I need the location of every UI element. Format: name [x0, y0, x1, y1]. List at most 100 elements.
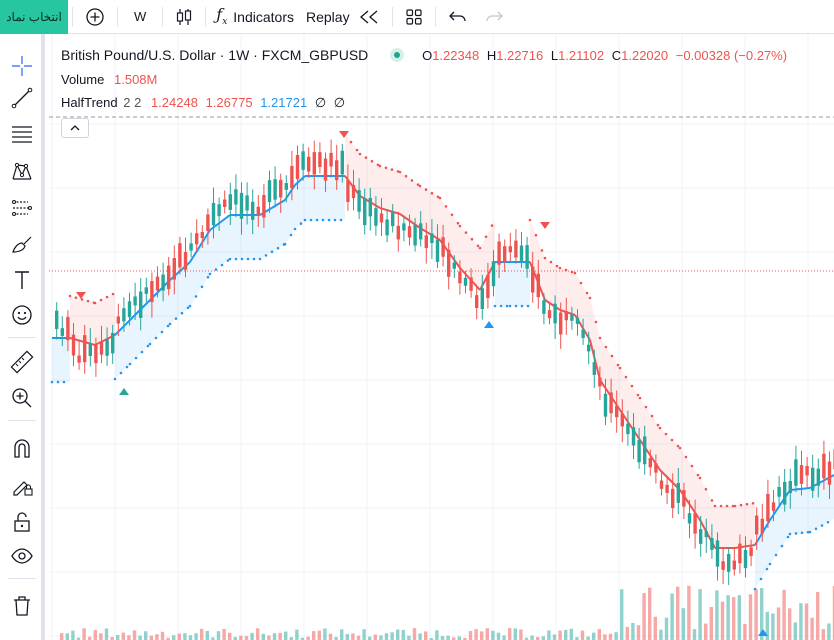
trend-band-dot	[656, 423, 660, 427]
prediction-icon	[12, 200, 32, 216]
volume-bar	[446, 635, 450, 640]
trend-band-dot	[125, 365, 129, 369]
volume-bar	[300, 637, 305, 640]
trend-band-dot	[800, 531, 804, 535]
grid-layout-icon	[405, 8, 422, 25]
zoom-tool-button[interactable]	[8, 384, 36, 412]
indicators-button[interactable]: ƒx Indicators	[210, 0, 300, 34]
trend-band-dot	[252, 257, 256, 261]
volume-bar	[104, 628, 109, 640]
candle-body	[295, 155, 300, 180]
volume-bar	[603, 634, 607, 640]
trend-band-dot	[234, 257, 238, 261]
legend-collapse-button[interactable]	[61, 118, 89, 138]
pattern-tool-button[interactable]	[8, 158, 36, 186]
volume-bar	[149, 635, 153, 640]
layout-button[interactable]	[397, 0, 431, 34]
volume-bar	[687, 585, 691, 640]
trend-fill	[640, 398, 660, 470]
lock-drawing-button[interactable]	[8, 472, 36, 500]
candle-body	[335, 160, 339, 181]
trend-line-tool-button[interactable]	[8, 84, 36, 112]
trend-band-dot	[276, 246, 280, 250]
halftrend-line	[544, 299, 561, 311]
volume-bar	[418, 633, 422, 640]
trend-band-dot	[370, 159, 374, 163]
fib-tool-button[interactable]	[8, 120, 36, 148]
candle-body	[178, 243, 182, 268]
trend-band-dot	[814, 527, 818, 531]
text-tool-button[interactable]	[8, 266, 36, 294]
sell-signal-arrow	[339, 131, 349, 138]
candle-body	[659, 480, 664, 489]
volume-bar	[631, 623, 635, 640]
volume-bar	[328, 633, 333, 640]
trend-band-dot	[430, 191, 434, 195]
volume-bar	[340, 629, 344, 640]
volume-bar	[810, 617, 814, 640]
undo-button[interactable]	[440, 0, 476, 34]
halftrend-label[interactable]: HalfTrend	[61, 95, 118, 110]
trend-band-dot	[105, 295, 109, 299]
brush-icon	[12, 236, 32, 253]
candle-body	[771, 502, 776, 511]
trend-band-dot	[794, 532, 798, 535]
interval-button[interactable]: W	[134, 9, 147, 24]
trend-band-dot	[228, 257, 232, 261]
trend-band-dot	[186, 306, 190, 310]
trend-band-dot	[293, 227, 297, 231]
remove-drawings-button[interactable]	[8, 592, 36, 620]
price-chart[interactable]	[49, 34, 834, 640]
trend-band-dot	[309, 218, 313, 222]
ruler-tool-button[interactable]	[8, 348, 36, 376]
volume-bar	[233, 636, 237, 640]
volume-bar	[452, 637, 456, 640]
trend-band-dot	[678, 446, 682, 450]
hide-drawings-button[interactable]	[8, 542, 36, 570]
trend-band-dot	[745, 502, 749, 506]
symbol-title[interactable]: British Pound/U.S. Dollar · 1W · FXCM_GB…	[61, 47, 369, 63]
replay-button[interactable]: Replay	[300, 0, 388, 34]
magnet-icon	[14, 439, 30, 458]
replay-label: Replay	[305, 8, 350, 25]
candle-body	[788, 480, 792, 494]
volume-bar	[256, 628, 260, 640]
symbol-search-button[interactable]: انتخاب نماد	[0, 0, 68, 34]
trend-band-dot	[520, 304, 524, 308]
volume-bar	[552, 634, 557, 640]
trend-band-dot	[549, 260, 553, 264]
crosshair-tool-button[interactable]	[8, 52, 36, 80]
chart-type-button[interactable]	[167, 0, 201, 34]
trend-fill	[480, 220, 495, 290]
toolbar-divider	[72, 6, 73, 27]
compare-add-button[interactable]	[77, 0, 113, 34]
volume-bar	[138, 635, 142, 640]
trend-band-dot	[349, 140, 353, 144]
brush-tool-button[interactable]	[8, 230, 36, 258]
volume-bar	[743, 623, 747, 640]
trend-band-dot	[739, 503, 743, 507]
candle-body	[206, 214, 210, 231]
volume-bar	[564, 629, 568, 640]
trend-band-dot	[358, 152, 362, 156]
sell-signal-arrow	[76, 292, 86, 299]
volume-bar	[71, 630, 75, 640]
trend-band-dot	[154, 336, 158, 340]
emoji-tool-button[interactable]	[8, 301, 36, 329]
redo-button[interactable]	[476, 0, 512, 34]
volume-bar	[424, 631, 428, 640]
candle-body	[368, 197, 372, 217]
prediction-tool-button[interactable]	[8, 194, 36, 222]
lock-drawing-icon	[13, 481, 33, 496]
candle-body	[542, 300, 546, 314]
volume-label[interactable]: Volume	[61, 72, 105, 87]
candle-body	[575, 317, 580, 324]
trend-band-dot	[333, 218, 337, 222]
high-value: 1.22716	[496, 48, 544, 63]
candle-body	[671, 488, 675, 509]
trend-band-dot	[140, 350, 144, 354]
candle-body	[133, 296, 137, 306]
lock-all-button[interactable]	[8, 508, 36, 536]
trend-band-dot	[456, 221, 460, 225]
magnet-button[interactable]	[8, 435, 36, 463]
